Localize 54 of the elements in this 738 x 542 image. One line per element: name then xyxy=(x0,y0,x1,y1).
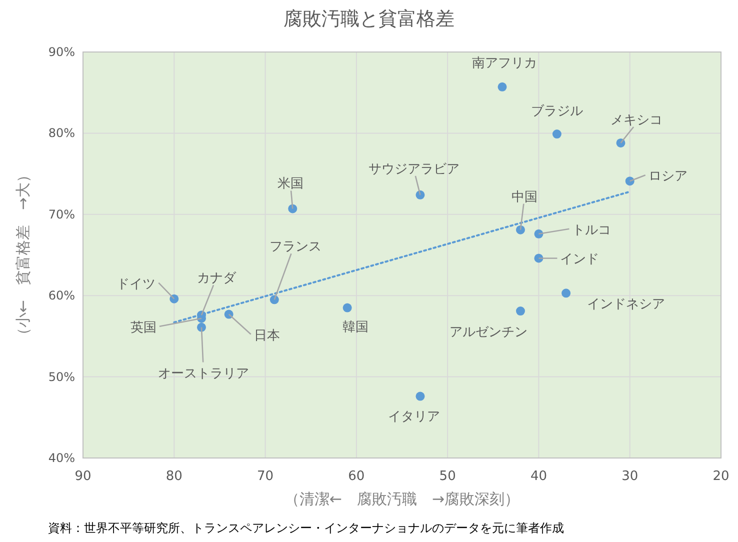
annotation: メキシコ xyxy=(610,112,663,128)
annotation: サウジアラビア xyxy=(368,162,460,196)
point xyxy=(416,392,425,401)
point xyxy=(552,130,562,139)
x-tick-label: 20 xyxy=(712,469,730,484)
x-tick-label: 70 xyxy=(257,469,274,484)
annotation: 米国 xyxy=(278,176,304,209)
y-tick-label: 40% xyxy=(48,451,75,465)
annotation: ロシア xyxy=(648,169,688,184)
text: 資料：世界不平等研究所、トランスペアレンシー・インターナショナルのデータを元に筆者作成 xyxy=(48,521,564,535)
point xyxy=(516,306,525,316)
annotation: イタリア xyxy=(388,409,440,424)
annotation: メキシコ xyxy=(610,112,663,144)
x-tick-label: 40 xyxy=(530,469,547,484)
annotation: カナダ xyxy=(196,271,237,286)
x-tick-label: 50 xyxy=(439,469,456,484)
annotation: アルゼンチン xyxy=(449,325,528,340)
x-tick-label: 80 xyxy=(166,469,182,484)
annotation: フランス xyxy=(269,240,322,300)
annotation: ロシア xyxy=(630,169,688,184)
x-tick-label: 30 xyxy=(622,469,638,484)
annotation: オーストラリア xyxy=(158,366,249,382)
annotation: インド xyxy=(560,252,600,268)
y-tick-label: 70% xyxy=(48,207,75,222)
y-tick-label: 90% xyxy=(48,45,75,59)
point xyxy=(498,82,507,92)
annotation: 韓国 xyxy=(342,320,368,335)
annotation: 中国 xyxy=(511,190,538,230)
annotation: フランス xyxy=(269,240,322,255)
annotation: 南アフリカ xyxy=(472,56,537,71)
annotation: カナダ xyxy=(196,271,236,316)
annotation: トルコ xyxy=(538,222,612,238)
x-tick-label: 60 xyxy=(348,469,365,484)
annotation: トルコ xyxy=(572,222,612,238)
annotation: ブラジル xyxy=(530,104,583,119)
point xyxy=(342,303,352,312)
annotation: サウジアラビア xyxy=(368,162,460,177)
x-axis-title: （清潔← 腐敗汚職 →腐敗深刻） xyxy=(284,490,520,508)
y-tick-label: 80% xyxy=(48,126,75,140)
x-tick-label: 90 xyxy=(74,469,92,484)
annotation: 米国 xyxy=(278,176,304,192)
point xyxy=(196,322,206,332)
annotation: 中国 xyxy=(511,190,538,205)
annotation: インドネシア xyxy=(587,297,666,312)
annotation: インド xyxy=(538,252,600,268)
annotation: ドイツ xyxy=(116,276,175,300)
y-tick-label: 50% xyxy=(48,370,75,384)
y-tick-label: 60% xyxy=(48,288,75,303)
annotation: 英国 xyxy=(130,320,156,336)
annotation: ドイツ xyxy=(116,276,156,292)
point xyxy=(562,288,571,298)
annotation: 日本 xyxy=(254,328,280,344)
y-axis-title: （小← 貧富格差 →大） xyxy=(14,167,32,343)
chart-title: 腐敗汚職と貧富格差 xyxy=(284,8,454,30)
